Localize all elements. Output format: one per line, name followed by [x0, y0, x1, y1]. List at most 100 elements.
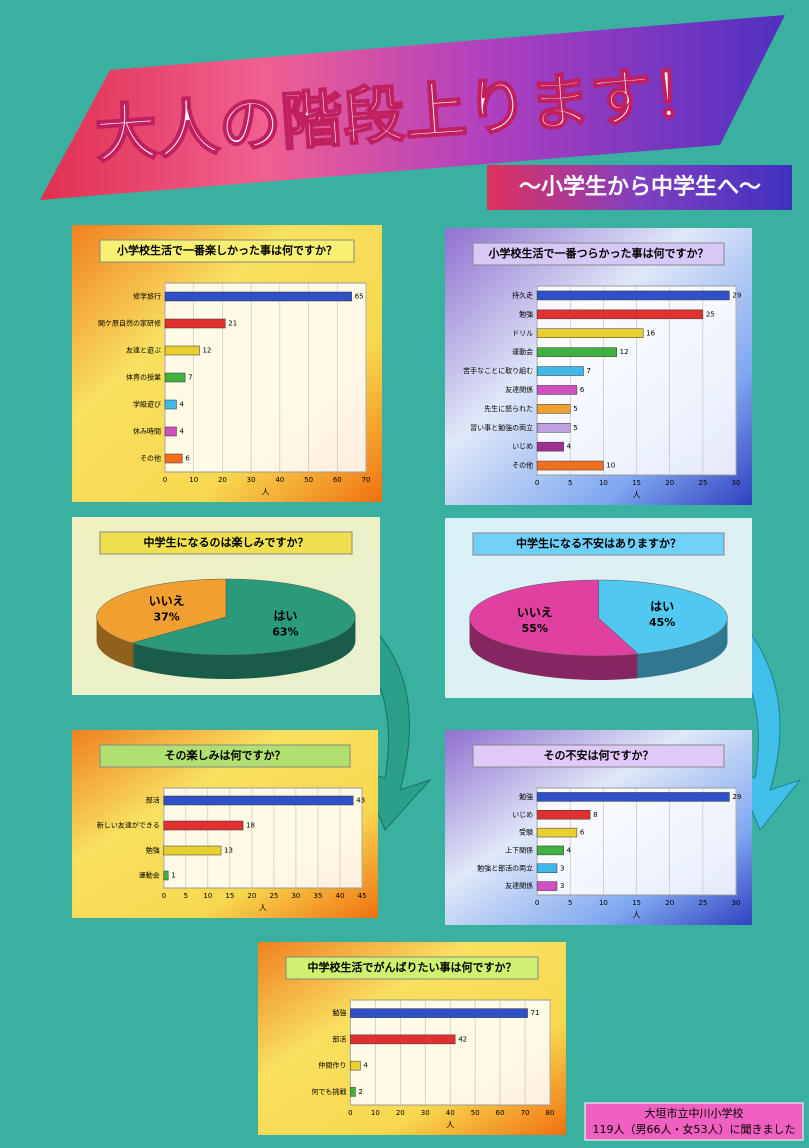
x-tick-label: 25 [698, 899, 707, 907]
bar [164, 372, 186, 383]
bar [536, 309, 704, 320]
value-label: 29 [732, 291, 741, 299]
pie-slice [598, 579, 728, 655]
x-axis-label: 人 [259, 904, 267, 913]
x-tick-label: 60 [496, 1109, 505, 1117]
category-label: 仲間作り [318, 1061, 346, 1070]
bar [350, 1060, 361, 1071]
category-label: 勉強 [146, 846, 160, 855]
x-tick-label: 5 [568, 899, 572, 907]
category-label: 関ケ原自然の家研修 [98, 319, 161, 328]
category-label: 何でも挑戦 [311, 1087, 346, 1096]
value-label: 10 [606, 462, 615, 470]
bar [536, 810, 591, 820]
category-label: 学級遊び [133, 400, 161, 409]
x-tick-label: 25 [269, 892, 278, 900]
value-label: 65 [355, 293, 364, 301]
category-label: 持久走 [512, 290, 533, 299]
subtitle-banner [487, 165, 792, 210]
category-label: いじめ [512, 443, 533, 451]
category-label: 友達と遊ぶ [126, 346, 161, 355]
x-tick-label: 30 [732, 479, 741, 487]
chart-title-box [99, 531, 353, 555]
category-label: 勉強 [519, 309, 533, 318]
pie-slice [469, 579, 639, 657]
value-label: 7 [587, 367, 591, 375]
x-tick-label: 10 [599, 479, 608, 487]
value-label: 4 [363, 1062, 368, 1070]
pie-category-label: はい [273, 609, 297, 623]
value-label: 5 [573, 405, 577, 413]
bar [163, 870, 169, 881]
chart-title: その楽しみは何ですか？ [165, 748, 286, 762]
value-label: 8 [593, 811, 597, 819]
category-label: 新しい友達ができる [97, 821, 160, 830]
x-tick-label: 10 [599, 899, 608, 907]
category-label: 体育の授業 [126, 373, 161, 382]
bar [536, 290, 730, 301]
bar [536, 827, 578, 838]
value-label: 6 [580, 829, 585, 837]
chart-title-box [472, 532, 725, 556]
x-tick-label: 0 [348, 1109, 352, 1117]
chart-title-box [285, 956, 539, 980]
x-tick-label: 30 [421, 1109, 430, 1117]
category-label: 部活 [146, 796, 160, 805]
value-label: 12 [620, 348, 629, 356]
bar [164, 453, 183, 464]
bar [536, 328, 644, 338]
bar [536, 845, 564, 856]
category-label: 部活 [332, 1034, 346, 1043]
x-tick-label: 15 [632, 899, 641, 907]
pie-category-label: いいえ [149, 594, 185, 608]
bar [536, 423, 571, 433]
value-label: 6 [580, 386, 585, 394]
value-label: 16 [646, 329, 655, 337]
bar [350, 1008, 528, 1018]
chart-title-box [472, 242, 725, 266]
category-label: 勉強 [332, 1008, 346, 1017]
bar [164, 291, 352, 302]
x-tick-label: 10 [203, 892, 212, 900]
subtitle: ～小学生から中学生へ～ [519, 174, 761, 200]
bar [164, 318, 226, 329]
category-label: 苦手なことに取り組む [463, 366, 533, 375]
bar [536, 404, 571, 414]
chart-title: 中学生になるのは楽しみですか？ [144, 535, 309, 549]
category-label: ドリル [512, 329, 533, 337]
x-tick-label: 40 [446, 1109, 455, 1117]
pie-value-label: 45% [649, 616, 675, 629]
x-tick-label: 35 [313, 892, 322, 900]
category-label: 上下関係 [505, 845, 533, 854]
value-label: 2 [358, 1088, 362, 1096]
x-tick-label: 5 [568, 479, 572, 487]
value-label: 12 [202, 347, 211, 355]
bar [536, 366, 584, 376]
value-label: 18 [246, 822, 255, 830]
category-label: 友達関係 [505, 385, 533, 394]
category-label: 習い事と勉強の両立 [470, 423, 533, 432]
x-tick-label: 30 [291, 892, 300, 900]
x-tick-label: 0 [535, 479, 539, 487]
x-tick-label: 45 [358, 892, 367, 900]
pie-category-label: はい [650, 600, 674, 614]
value-label: 4 [179, 401, 184, 409]
pie-slice [130, 578, 356, 656]
chart-title: 小学校生活で一番つらかった事は何ですか？ [488, 246, 709, 260]
x-axis-label: 人 [446, 1121, 454, 1130]
category-label: 先生に怒られた [484, 404, 533, 413]
x-axis-label: 人 [633, 491, 641, 500]
x-tick-label: 0 [162, 892, 166, 900]
x-tick-label: 15 [632, 479, 641, 487]
value-label: 3 [560, 882, 564, 890]
chart-title: 中学校生活でがんばりたい事は何ですか？ [308, 960, 517, 974]
value-label: 71 [531, 1009, 540, 1017]
value-label: 29 [732, 793, 741, 801]
chart-title-box [99, 239, 355, 263]
x-tick-label: 40 [336, 892, 345, 900]
x-tick-label: 10 [371, 1109, 380, 1117]
bar [536, 863, 558, 873]
bar [350, 1034, 456, 1045]
x-tick-label: 70 [521, 1109, 530, 1117]
x-tick-label: 20 [665, 899, 674, 907]
